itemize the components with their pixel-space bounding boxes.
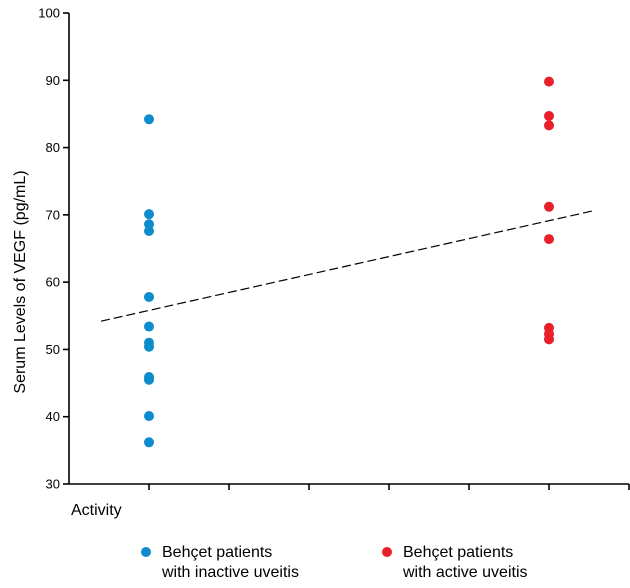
inactive-uveitis-point: [144, 437, 154, 448]
y-axis-label: Serum Levels of VEGF (pg/mL): [12, 170, 29, 393]
legend-label: with active uveitis: [402, 564, 528, 581]
trend-line: [100, 210, 594, 322]
active-uveitis-point: [544, 110, 554, 121]
x-axis-label: Activity: [71, 502, 122, 519]
y-tick-label: 80: [46, 140, 60, 155]
y-tick-label: 70: [46, 207, 60, 222]
inactive-uveitis-point: [144, 209, 154, 220]
inactive-uveitis-point: [144, 411, 154, 422]
y-tick-label: 30: [46, 477, 60, 492]
inactive-uveitis-point: [144, 226, 154, 237]
active-uveitis-point: [544, 234, 554, 245]
y-tick-label: 40: [46, 409, 60, 424]
y-tick-label: 50: [46, 342, 60, 357]
legend-marker: [141, 547, 151, 557]
legend-label: with inactive uveitis: [161, 564, 299, 581]
trend-line-group: [100, 210, 594, 322]
legend: Behçet patients with inactive uveitis Behç…: [141, 544, 528, 581]
legend-label: Behçet patients: [162, 544, 272, 561]
y-tick-label: 100: [38, 6, 60, 21]
active-uveitis-point: [544, 76, 554, 87]
x-axis: [69, 483, 630, 490]
inactive-uveitis-point: [144, 291, 154, 302]
data-points: [144, 76, 554, 448]
inactive-uveitis-point: [144, 321, 154, 332]
active-uveitis-point: [544, 334, 554, 345]
y-tick-label: 90: [46, 73, 60, 88]
inactive-uveitis-point: [144, 341, 154, 352]
legend-marker: [382, 547, 392, 557]
y-tick-label: 60: [46, 275, 60, 290]
legend-label: Behçet patients: [403, 544, 513, 561]
y-axis: 30 40 50 60 70 80 90 100: [38, 6, 70, 492]
inactive-uveitis-point: [144, 114, 154, 125]
active-uveitis-point: [544, 201, 554, 212]
inactive-uveitis-point: [144, 374, 154, 385]
active-uveitis-point: [544, 120, 554, 131]
